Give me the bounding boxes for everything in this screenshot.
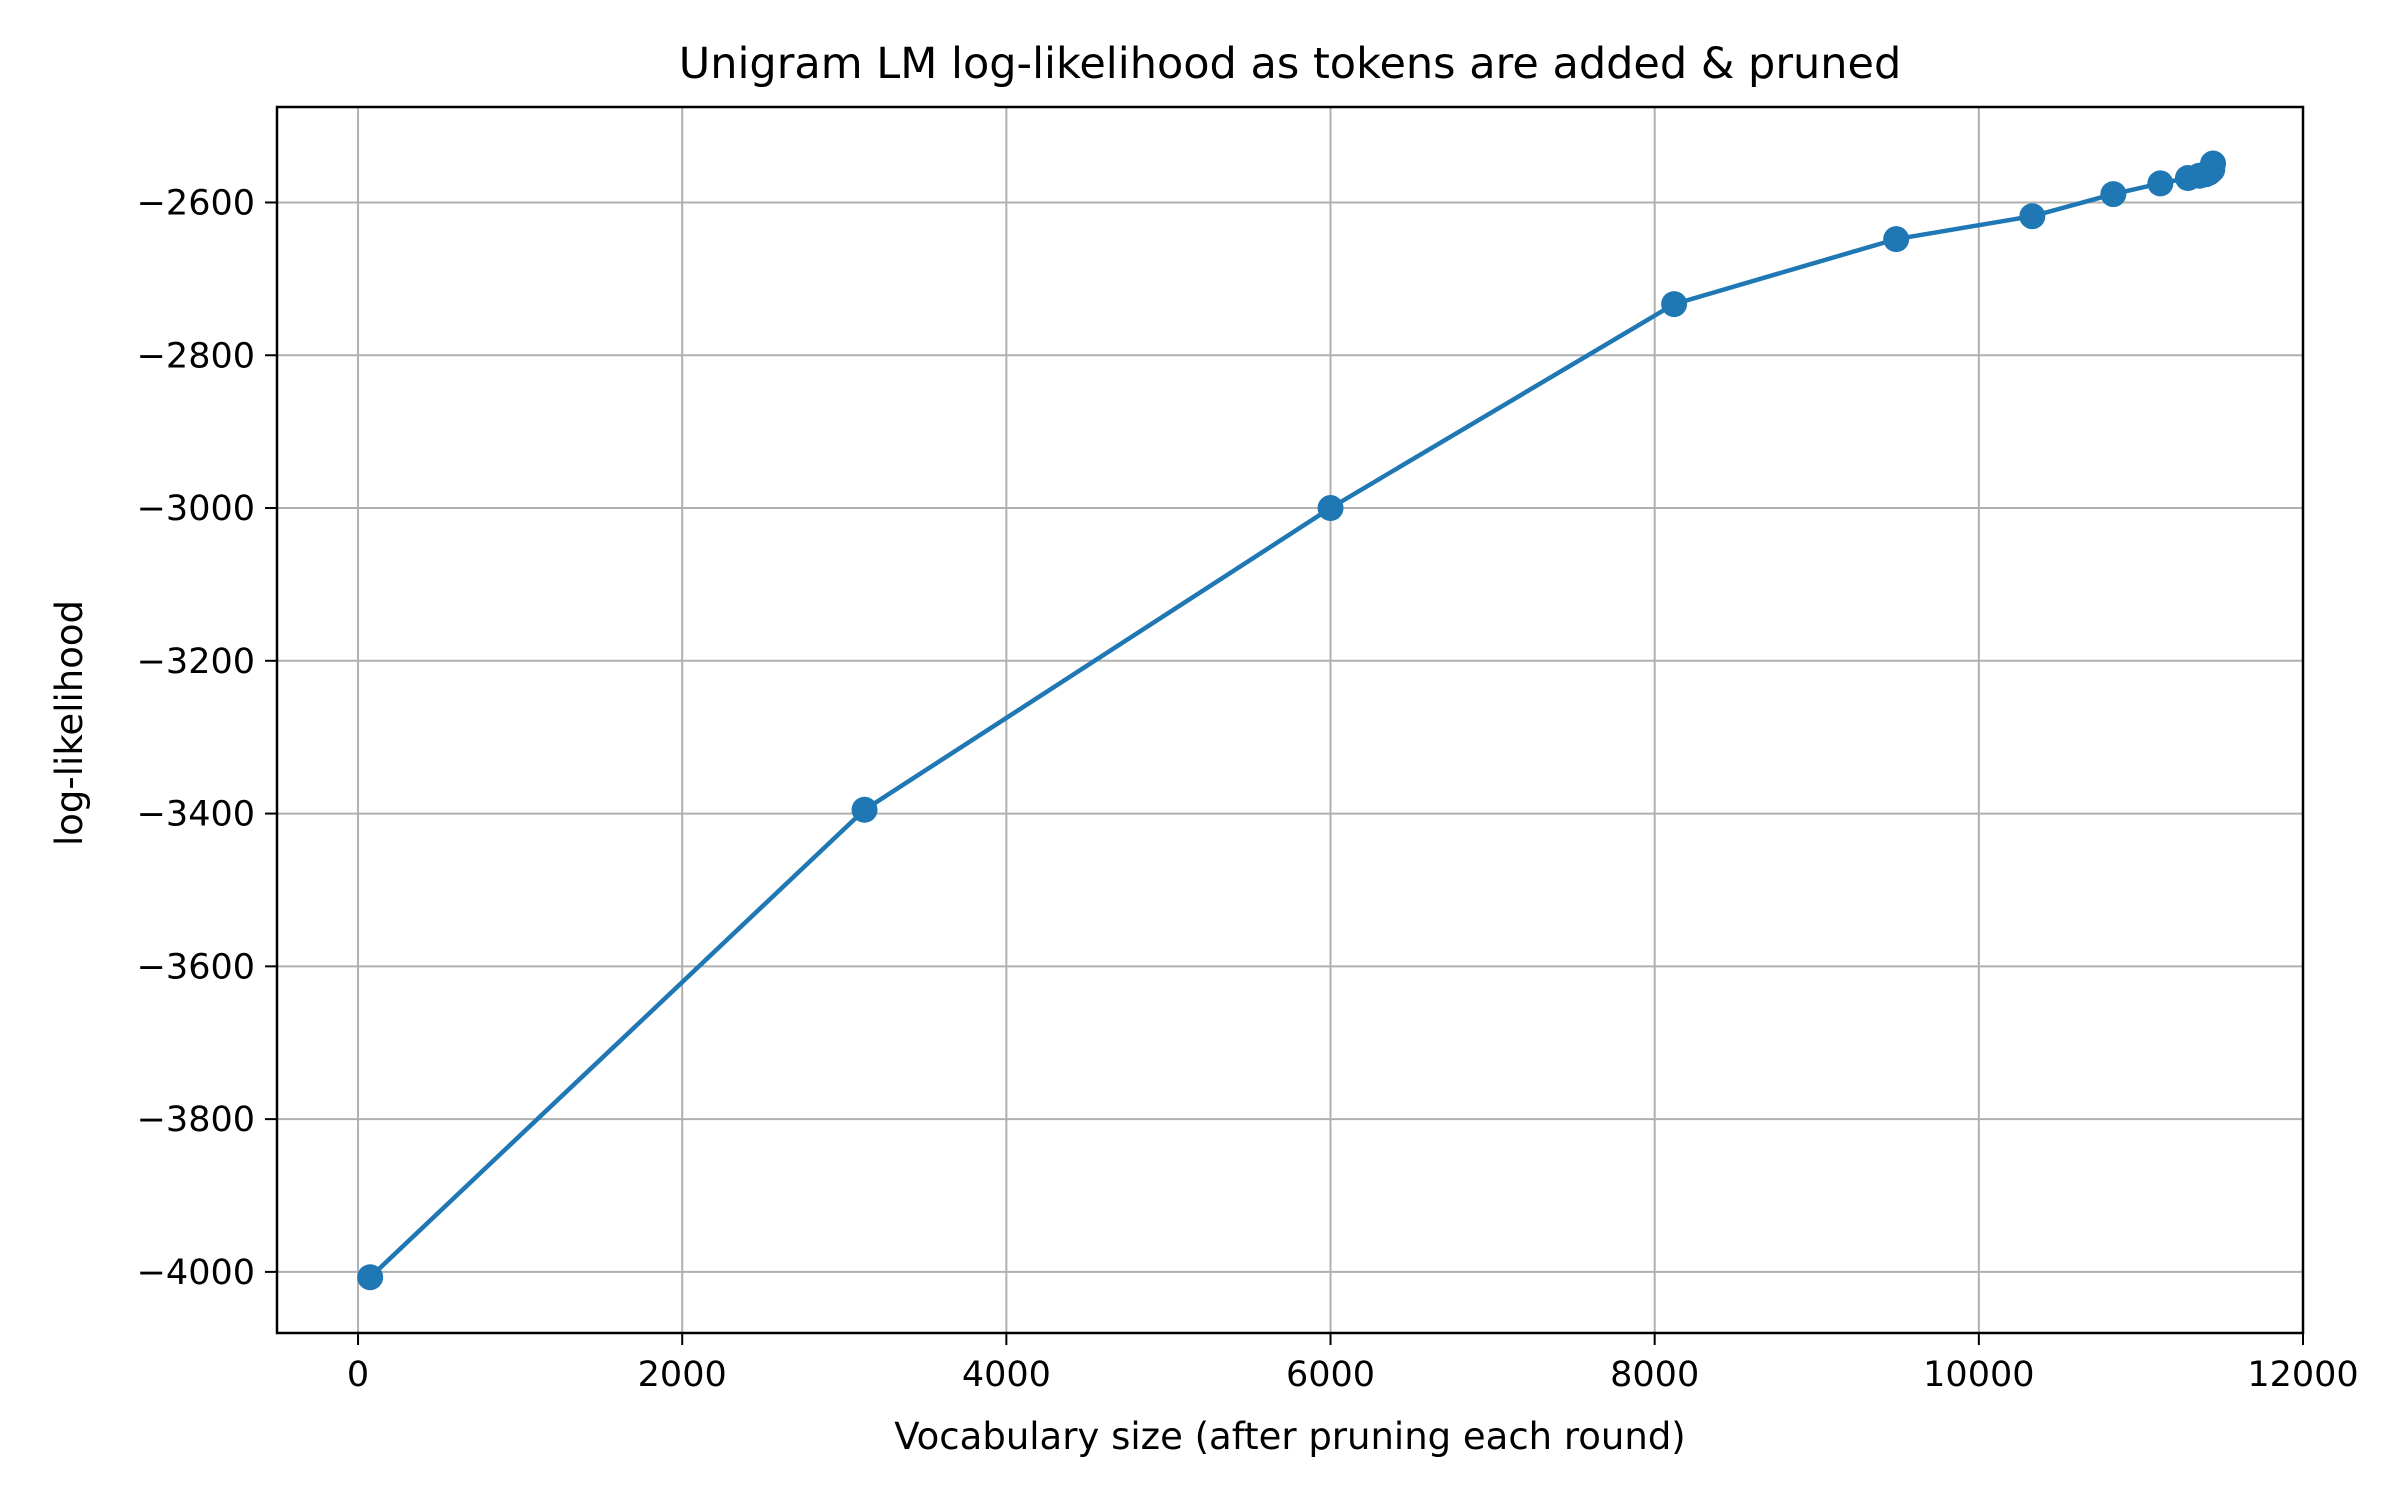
chart-title: Unigram LM log-likelihood as tokens are …	[679, 39, 1902, 89]
y-tick-label: −2800	[137, 336, 255, 376]
data-point	[2147, 170, 2174, 197]
y-axis-label: log-likelihood	[48, 600, 91, 846]
y-tick-label: −3800	[137, 1100, 255, 1140]
plot-frame	[275, 105, 2305, 1335]
series-layer	[357, 150, 2227, 1291]
data-point	[2100, 181, 2127, 208]
y-tick-label: −3200	[137, 642, 255, 682]
x-tick-label: 12000	[2247, 1355, 2358, 1395]
data-point	[1883, 226, 1910, 253]
data-point	[1661, 291, 1688, 318]
x-axis-label: Vocabulary size (after pruning each roun…	[894, 1415, 1686, 1458]
y-tick-label: −3400	[137, 795, 255, 835]
data-point	[357, 1264, 384, 1291]
y-tick-label: −3000	[137, 489, 255, 529]
data-point	[2019, 203, 2046, 230]
x-tick-label: 8000	[1610, 1355, 1699, 1395]
grid	[277, 107, 2304, 1333]
x-tick-label: 4000	[962, 1355, 1051, 1395]
y-tick-label: −2600	[137, 183, 255, 223]
ticks: 0 2000 4000 6000 8000 10000 12000 −4000 −3800 −36…	[137, 183, 2359, 1395]
y-tick-label: −4000	[137, 1253, 255, 1293]
x-tick-label: 10000	[1923, 1355, 2034, 1395]
data-point	[1317, 495, 1344, 522]
x-tick-label: 0	[347, 1355, 369, 1395]
y-tick-label: −3600	[137, 947, 255, 987]
x-tick-label: 2000	[638, 1355, 727, 1395]
x-tick-label: 6000	[1286, 1355, 1375, 1395]
data-point	[851, 796, 878, 823]
series-line	[368, 163, 2216, 1279]
data-point	[2200, 150, 2227, 177]
